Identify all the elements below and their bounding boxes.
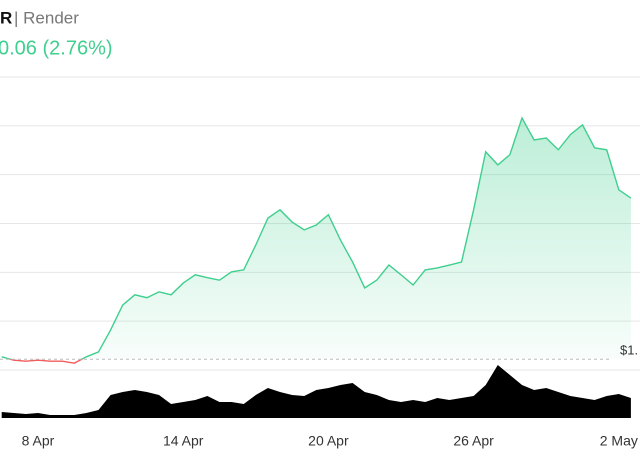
price-change: 0.06 (2.76%) (0, 37, 113, 59)
price-line (1, 116, 632, 360)
baseline-label: $1. (620, 343, 638, 358)
x-tick-label: 2 May (600, 433, 638, 449)
volume-area (1, 365, 631, 418)
coin-name: | Render (14, 8, 79, 27)
x-tick-label: 26 Apr (453, 433, 494, 449)
x-tick-label: 8 Apr (22, 433, 55, 449)
x-tick-label: 14 Apr (163, 433, 204, 449)
coin-symbol: R (0, 8, 12, 27)
x-tick-label: 20 Apr (308, 433, 349, 449)
price-area (1, 118, 631, 360)
